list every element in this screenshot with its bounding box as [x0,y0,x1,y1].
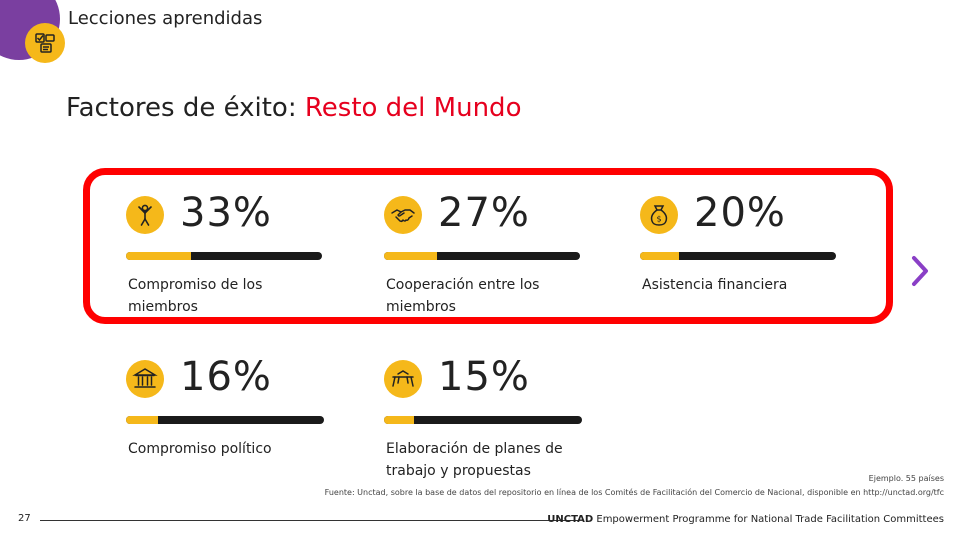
progress-fill [126,252,191,260]
page-title: Factores de éxito: Resto del Mundo [66,93,521,123]
factor-label: Cooperación entre los miembros [386,277,540,315]
sample-note: Ejemplo. 55 países [868,474,944,483]
progress-bar [384,416,582,424]
factor-label: Asistencia financiera [642,277,788,293]
money-bag-icon: $ [640,196,678,234]
cheering-person-icon [126,196,164,234]
page-title-highlight: Resto del Mundo [304,93,522,123]
progress-fill [384,252,437,260]
footer-org: UNCTAD [547,514,594,525]
progress-bar [126,416,324,424]
factor-percent: 15% [438,354,530,400]
page-number: 27 [18,513,31,524]
progress-fill [640,252,680,260]
chevron-right-icon[interactable] [908,254,932,292]
section-title: Lecciones aprendidas [68,8,263,29]
footer-program: Empowerment Programme for National Trade… [596,514,944,525]
svg-text:$: $ [656,215,661,224]
source-note: Fuente: Unctad, sobre la base de datos d… [324,488,944,497]
footer-divider [40,520,578,521]
progress-fill [384,416,414,424]
government-building-icon [126,360,164,398]
factor-percent: 16% [180,354,272,400]
factor-percent: 27% [438,190,530,236]
table-plan-icon [384,360,422,398]
factor-label: Compromiso de los miembros [128,277,263,315]
footer-text: UNCTAD Empowerment Programme for Nationa… [547,514,944,525]
factor-label: Compromiso político [128,441,272,457]
page-title-prefix: Factores de éxito: [66,93,297,123]
checklist-icon [25,23,65,63]
highlight-frame [83,168,893,324]
progress-fill [126,416,158,424]
progress-bar [384,252,580,260]
factor-label: Elaboración de planes de trabajo y propu… [386,441,563,479]
factor-percent: 20% [694,190,786,236]
handshake-icon [384,196,422,234]
progress-bar [126,252,322,260]
factor-percent: 33% [180,190,272,236]
progress-bar [640,252,836,260]
